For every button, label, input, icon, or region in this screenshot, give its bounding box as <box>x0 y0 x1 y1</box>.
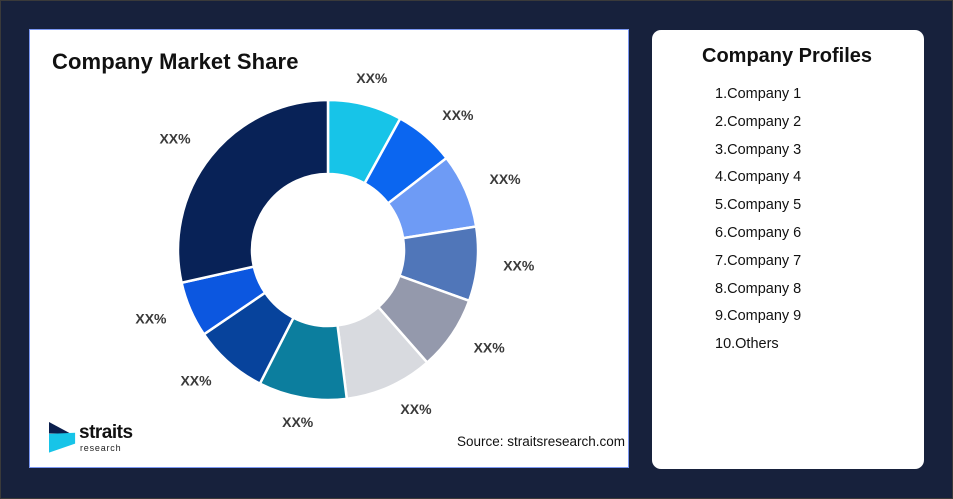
svg-text:XX%: XX% <box>159 131 191 147</box>
svg-text:XX%: XX% <box>490 171 522 187</box>
svg-text:XX%: XX% <box>180 373 212 389</box>
svg-text:XX%: XX% <box>400 401 432 417</box>
svg-text:XX%: XX% <box>503 257 535 273</box>
svg-text:XX%: XX% <box>356 70 388 86</box>
svg-text:XX%: XX% <box>135 311 167 327</box>
svg-text:XX%: XX% <box>474 340 506 356</box>
svg-text:XX%: XX% <box>442 107 474 123</box>
svg-text:XX%: XX% <box>282 414 314 430</box>
